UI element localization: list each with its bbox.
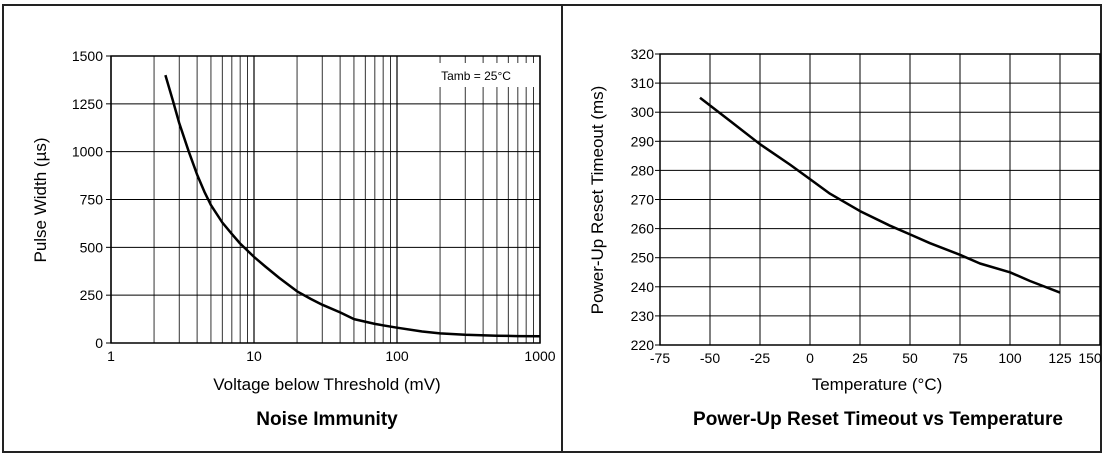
annotation-box	[420, 63, 534, 87]
y-tick-label: 250	[80, 287, 104, 303]
noise-immunity-caption: Noise Immunity	[256, 409, 398, 430]
panel-divider	[561, 4, 563, 453]
noise-immunity-xlabel: Voltage below Threshold (mV)	[213, 375, 440, 394]
noise-immunity-ylabel: Pulse Width (µs)	[31, 137, 50, 262]
x-tick-label: 100	[385, 348, 409, 364]
pulse-width-curve	[164, 74, 541, 338]
noise-immunity-grid	[106, 55, 541, 344]
figure-frame	[2, 4, 1102, 453]
y-tick-label: 500	[80, 239, 104, 255]
y-tick-label: 1000	[72, 144, 103, 160]
y-tick-label: 0	[95, 335, 103, 351]
noise-immunity-tick-labels: 1 10 100 1000 0 250 500 750 1000 1250 1500	[72, 48, 556, 364]
x-tick-label: 10	[246, 348, 262, 364]
x-tick-label: 1000	[524, 348, 555, 364]
y-tick-label: 1250	[72, 96, 103, 112]
y-tick-label: 1500	[72, 48, 103, 64]
y-tick-label: 750	[80, 192, 104, 208]
x-tick-label: 1	[107, 348, 115, 364]
noise-immunity-series	[164, 74, 541, 338]
temperature-annotation: Tamb = 25°C	[441, 69, 511, 83]
